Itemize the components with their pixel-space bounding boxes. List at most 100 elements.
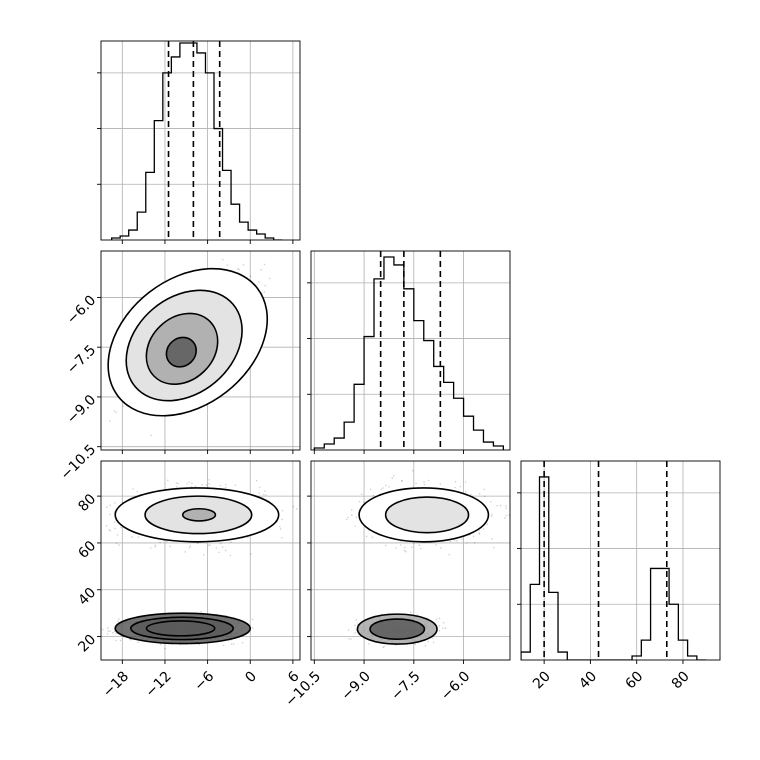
scatter-point — [137, 641, 139, 644]
scatter-point — [202, 554, 205, 556]
scatter-point — [281, 509, 284, 512]
scatter-point — [106, 633, 109, 635]
scatter-point — [258, 281, 260, 283]
scatter-point — [208, 482, 210, 485]
scatter-point — [129, 638, 132, 641]
panel-r1-c0: −10.5−9.0−7.5−6.0 — [58, 250, 301, 484]
scatter-point — [115, 632, 117, 635]
scatter-point — [260, 268, 263, 271]
scatter-point — [131, 536, 133, 538]
scatter-point — [113, 630, 116, 633]
scatter-point — [258, 486, 261, 489]
scatter-point — [113, 410, 116, 412]
panel-r1-c1 — [307, 250, 511, 454]
panel-frame — [100, 250, 301, 451]
scatter-point — [303, 508, 305, 510]
contour-line — [145, 312, 219, 386]
scatter-point — [105, 525, 108, 527]
scatter-point — [119, 639, 122, 642]
scatter-point — [201, 483, 204, 486]
scatter-point — [186, 483, 188, 485]
y-tick-label: −10.5 — [58, 442, 100, 484]
scatter-point — [109, 420, 111, 422]
scatter-point — [109, 504, 111, 507]
scatter-point — [107, 630, 109, 632]
scatter-point — [279, 525, 281, 528]
scatter-point — [221, 546, 224, 548]
scatter-point — [250, 553, 252, 555]
scatter-point — [149, 547, 152, 549]
panel-frame — [310, 250, 511, 451]
scatter-point — [230, 541, 232, 543]
scatter-point — [263, 263, 266, 266]
scatter-point — [268, 277, 271, 280]
scatter-point — [222, 644, 225, 647]
histogram-step — [111, 42, 283, 240]
scatter-point — [166, 540, 168, 543]
scatter-point — [226, 264, 229, 266]
scatter-point — [237, 268, 239, 270]
scatter-point — [159, 643, 162, 646]
scatter-point — [117, 620, 119, 622]
y-tick-label: −9.0 — [64, 392, 99, 427]
scatter-point — [215, 547, 218, 549]
scatter-point — [209, 544, 211, 546]
scatter-point — [249, 275, 252, 278]
panel-frame — [100, 40, 301, 241]
scatter-point — [222, 258, 224, 261]
scatter-point — [109, 513, 111, 516]
scatter-point — [258, 492, 261, 494]
contour-line — [107, 267, 269, 417]
scatter-point — [196, 542, 199, 545]
scatter-point — [87, 527, 89, 529]
scatter-point — [105, 506, 108, 509]
scatter-point — [116, 534, 119, 536]
scatter-point — [292, 505, 295, 508]
scatter-point — [115, 542, 118, 545]
scatter-point — [118, 544, 120, 546]
panel-plot-area — [87, 461, 305, 660]
scatter-point — [264, 490, 266, 492]
scatter-point — [89, 384, 91, 386]
scatter-point — [114, 527, 116, 530]
scatter-point — [137, 536, 140, 538]
y-tick-label: −7.5 — [64, 342, 99, 377]
scatter-point — [265, 494, 267, 496]
scatter-point — [230, 643, 233, 645]
scatter-point — [263, 291, 266, 294]
scatter-point — [154, 545, 156, 548]
scatter-point — [189, 545, 192, 547]
scatter-point — [150, 434, 153, 437]
panel-plot-area — [311, 251, 510, 450]
scatter-point — [132, 488, 134, 490]
scatter-point — [200, 610, 202, 613]
scatter-point — [242, 264, 245, 266]
scatter-point — [234, 484, 237, 487]
scatter-point — [208, 544, 210, 546]
scatter-point — [108, 528, 110, 531]
contour-line — [165, 336, 198, 368]
scatter-point — [188, 481, 190, 484]
scatter-point — [175, 486, 178, 488]
scatter-point — [279, 528, 282, 530]
scatter-point — [169, 545, 172, 548]
scatter-point — [241, 641, 244, 644]
scatter-point — [229, 554, 232, 557]
density-fill — [166, 337, 197, 367]
scatter-point — [113, 521, 116, 524]
scatter-point — [184, 551, 186, 553]
scatter-point — [219, 484, 222, 487]
scatter-point — [102, 629, 104, 631]
scatter-point — [107, 627, 109, 629]
scatter-point — [115, 411, 117, 414]
scatter-point — [115, 639, 117, 642]
scatter-point — [194, 485, 197, 488]
scatter-point — [281, 536, 283, 539]
scatter-point — [167, 479, 169, 482]
scatter-point — [264, 284, 267, 287]
scatter-point — [159, 541, 161, 543]
scatter-point — [232, 643, 235, 645]
scatter-point — [255, 479, 258, 482]
scatter-point — [208, 479, 210, 481]
scatter-point — [218, 551, 220, 554]
